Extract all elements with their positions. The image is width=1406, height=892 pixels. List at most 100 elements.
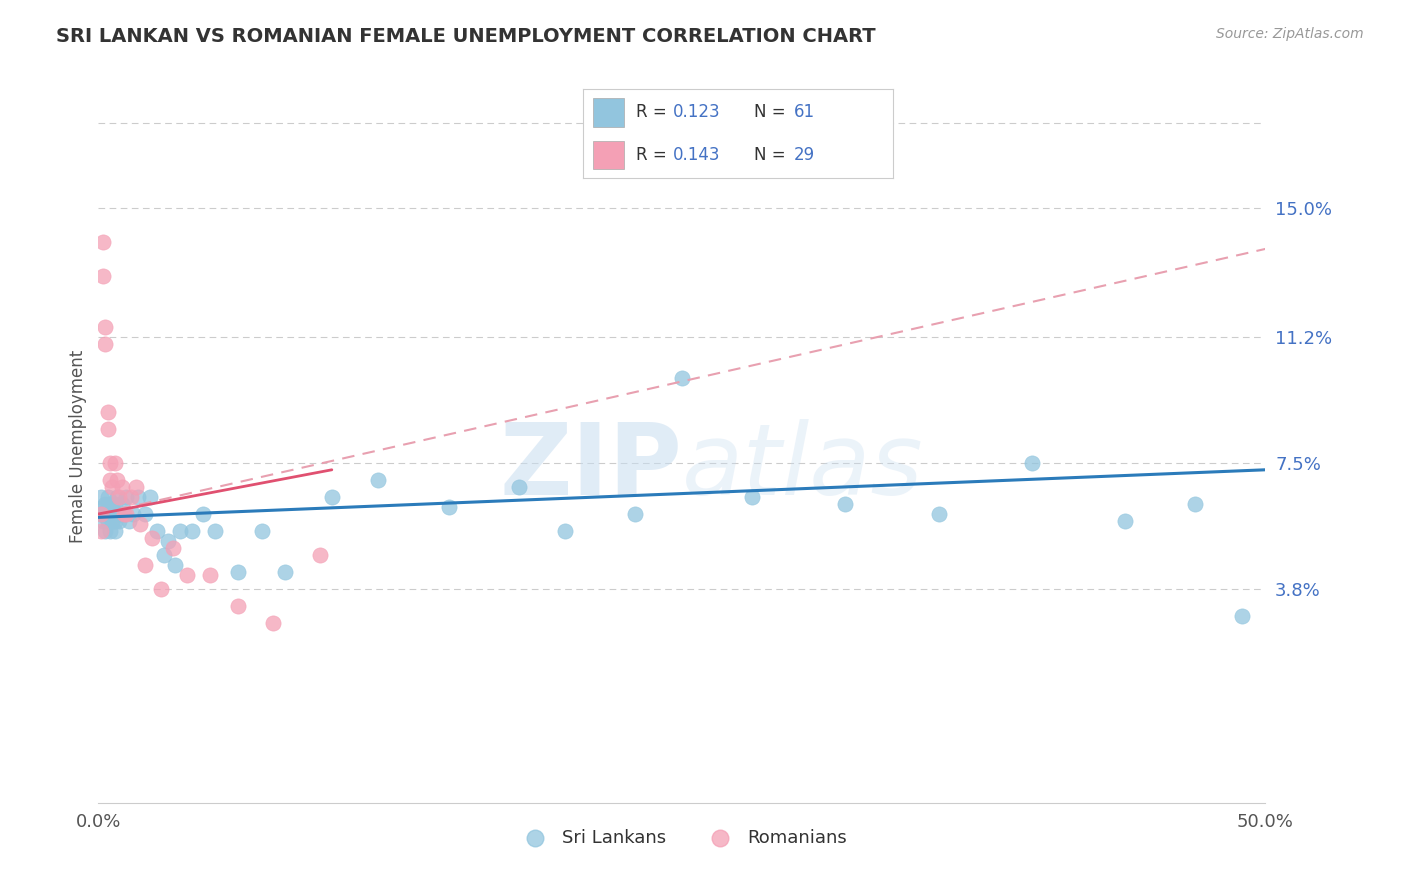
Point [134,507,156,521]
Point [98,507,121,521]
Point [97,405,120,419]
Point [118,514,141,528]
Point [104,497,127,511]
Point [554,524,576,538]
Point [437,500,460,515]
Point [98,473,121,487]
Text: atlas: atlas [682,419,924,516]
Point [150,582,173,596]
Point [228,599,250,613]
Point [671,371,693,385]
Point [97,500,120,515]
Point [127,490,149,504]
Point [309,548,332,562]
FancyBboxPatch shape [593,141,624,169]
Text: SRI LANKAN VS ROMANIAN FEMALE UNEMPLOYMENT CORRELATION CHART: SRI LANKAN VS ROMANIAN FEMALE UNEMPLOYME… [56,27,876,45]
Point [120,490,142,504]
Point [125,480,148,494]
Point [367,473,389,487]
Point [105,473,128,487]
Point [98,456,121,470]
Point [91,514,114,528]
Point [157,534,180,549]
Point [193,507,215,521]
Point [108,514,131,528]
Point [94,337,117,351]
Point [134,558,156,572]
Point [97,514,120,528]
Legend: Sri Lankans, Romanians: Sri Lankans, Romanians [509,822,855,855]
Point [105,490,128,504]
Point [169,524,191,538]
Point [165,558,187,572]
Text: R =: R = [636,146,672,164]
Text: N =: N = [754,103,790,121]
Point [115,507,138,521]
Text: 29: 29 [794,146,815,164]
Point [928,507,950,521]
Point [104,456,127,470]
Point [111,497,134,511]
Point [129,517,152,532]
Y-axis label: Female Unemployment: Female Unemployment [69,350,87,542]
Point [1230,608,1253,623]
Point [228,565,250,579]
Point [104,514,127,528]
Point [90,524,112,538]
Text: Source: ZipAtlas.com: Source: ZipAtlas.com [1216,27,1364,41]
Point [122,507,145,521]
Text: 61: 61 [794,103,815,121]
Point [180,524,202,538]
Point [105,507,128,521]
Point [101,500,124,515]
Point [94,497,117,511]
Point [112,507,135,521]
Text: N =: N = [754,146,790,164]
Point [152,548,174,562]
Point [90,507,112,521]
Point [101,480,124,494]
Point [97,422,120,436]
Point [94,320,117,334]
Point [741,490,763,504]
Point [98,524,121,538]
Point [146,524,169,538]
Text: ZIP: ZIP [499,419,682,516]
Point [108,490,131,504]
Text: 0.123: 0.123 [673,103,721,121]
Point [200,568,222,582]
Point [274,565,297,579]
Point [176,568,198,582]
Point [90,490,112,504]
Point [250,524,273,538]
Point [111,480,134,494]
Point [262,615,284,630]
Point [115,490,138,504]
Point [97,490,120,504]
Point [834,497,856,511]
Point [1021,456,1043,470]
Point [139,490,162,504]
Point [90,507,112,521]
Text: 0.143: 0.143 [673,146,721,164]
Point [91,235,114,249]
Point [624,507,647,521]
Point [94,524,117,538]
Point [94,507,117,521]
Text: R =: R = [636,103,672,121]
Point [104,524,127,538]
Point [141,531,163,545]
Point [91,269,114,284]
Point [321,490,343,504]
Point [112,507,135,521]
Point [1184,497,1206,511]
Point [98,497,121,511]
Point [1114,514,1136,528]
Point [204,524,226,538]
FancyBboxPatch shape [593,98,624,127]
Point [508,480,530,494]
Point [101,514,124,528]
Point [91,500,114,515]
Point [108,507,131,521]
Point [162,541,184,555]
